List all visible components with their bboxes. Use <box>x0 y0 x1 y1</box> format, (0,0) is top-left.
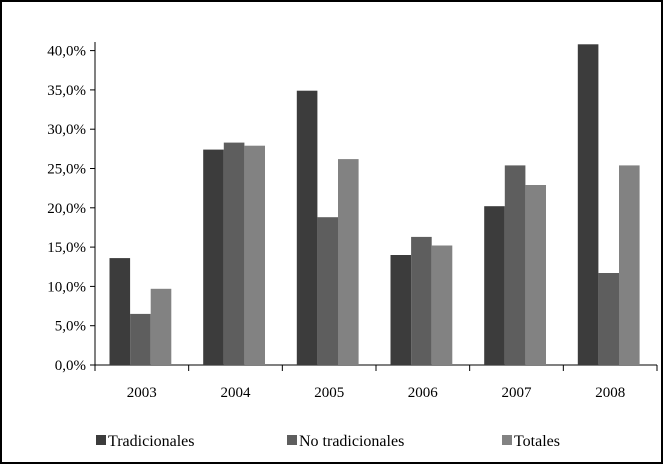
y-tick-labels: 0,0% 5,0% 10,0% 15,0% 20,0% 25,0% 30,0% 35,0% 40… <box>47 44 86 374</box>
y-tick-label: 30,0% <box>47 122 86 138</box>
y-tick-label: 15,0% <box>47 240 86 256</box>
bar-no-tradicionales-2006 <box>411 236 432 365</box>
x-tick-label-2004: 2004 <box>221 385 252 401</box>
legend: Tradicionales No tradicionales Totales <box>96 433 560 450</box>
x-tick-labels: 2003 2004 2005 2006 2007 2008 <box>127 385 625 401</box>
bar-no-tradicionales-2008 <box>598 273 619 365</box>
y-tick-label: 20,0% <box>47 201 86 217</box>
bar-totales-2005 <box>338 159 359 365</box>
x-tick-label-2006: 2006 <box>408 385 439 401</box>
bars-group <box>109 44 640 366</box>
legend-swatch-tradicionales <box>96 435 106 445</box>
legend-label-tradicionales: Tradicionales <box>108 433 195 450</box>
bar-totales-2007 <box>525 185 546 365</box>
x-tick-label-2008: 2008 <box>595 385 625 401</box>
y-tick-label: 35,0% <box>47 83 86 99</box>
bar-tradicionales-2006 <box>390 255 412 365</box>
bar-no-tradicionales-2005 <box>317 217 338 365</box>
legend-label-no-tradicionales: No tradicionales <box>299 433 404 450</box>
y-tick-label: 40,0% <box>47 44 86 60</box>
bar-no-tradicionales-2003 <box>130 313 151 365</box>
y-tick-label: 25,0% <box>47 162 86 178</box>
legend-label-totales: Totales <box>514 433 560 450</box>
x-tick-label-2007: 2007 <box>502 385 533 401</box>
bar-tradicionales-2008 <box>577 44 599 366</box>
x-tick-label-2005: 2005 <box>314 385 344 401</box>
y-tick-label: 10,0% <box>47 279 86 295</box>
bar-totales-2003 <box>150 288 172 365</box>
bar-totales-2006 <box>431 245 453 365</box>
bar-totales-2008 <box>619 165 640 365</box>
bar-no-tradicionales-2007 <box>504 165 526 365</box>
legend-swatch-no-tradicionales <box>287 435 297 445</box>
y-tick-label: 5,0% <box>55 319 86 335</box>
bar-totales-2004 <box>244 145 265 365</box>
bar-tradicionales-2003 <box>109 258 131 365</box>
legend-swatch-totales <box>502 435 512 445</box>
bar-no-tradicionales-2004 <box>223 142 245 365</box>
y-tick-label: 0,0% <box>55 358 86 374</box>
chart-axes <box>90 42 658 371</box>
bar-tradicionales-2005 <box>296 90 318 365</box>
bar-tradicionales-2004 <box>203 149 224 365</box>
bar-tradicionales-2007 <box>484 206 505 365</box>
x-tick-label-2003: 2003 <box>127 385 157 401</box>
